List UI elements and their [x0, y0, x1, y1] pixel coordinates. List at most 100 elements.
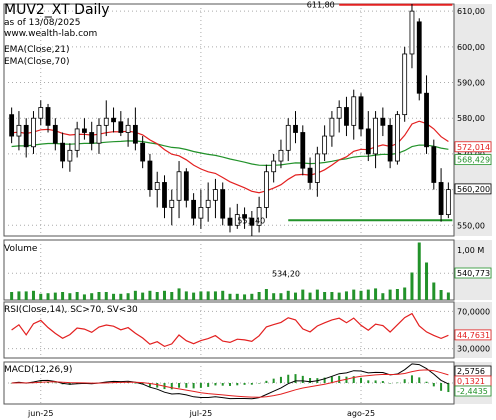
macd-histogram-bar: [272, 378, 275, 383]
macd-histogram-bar: [432, 383, 435, 387]
volume-bar: [155, 292, 159, 300]
volume-bar: [388, 289, 392, 300]
candle-down: [82, 128, 87, 133]
panel-frame-rsi: [3, 301, 455, 359]
macd-histogram-bar: [447, 383, 450, 393]
macd-histogram-bar: [236, 383, 239, 386]
volume-bar: [395, 289, 399, 300]
candle-down: [358, 96, 364, 130]
candle-down: [431, 146, 437, 183]
candle-down: [111, 117, 116, 123]
candle-up: [176, 171, 182, 201]
volume-bar: [323, 292, 327, 300]
macd-histogram-bar: [294, 374, 297, 383]
candle-down: [60, 142, 65, 162]
candle-down: [191, 199, 197, 219]
volume-last-flag: [454, 267, 492, 279]
macd-histogram-bar: [265, 380, 268, 383]
macd-histogram-bar: [170, 383, 173, 390]
candle-down: [300, 132, 306, 169]
candle-up: [409, 10, 415, 55]
candle-up: [234, 214, 240, 226]
candle-up: [395, 114, 400, 162]
volume-bar: [315, 289, 319, 300]
macd-histogram-bar: [287, 374, 290, 383]
macd-histogram-bar: [279, 376, 282, 383]
macd-histogram-bar: [440, 383, 443, 391]
volume-last-label: 540,773: [457, 269, 490, 278]
macd-histogram-bar: [301, 375, 304, 383]
candle-up: [38, 107, 44, 119]
volume-bar: [39, 293, 43, 300]
macd-histogram-bar: [199, 383, 202, 388]
x-axis-label: jun-25: [27, 409, 53, 418]
candle-down: [380, 117, 386, 126]
candle-down: [89, 132, 95, 144]
candle-up: [336, 107, 342, 119]
volume-bar: [359, 290, 363, 300]
candle-up: [74, 128, 80, 151]
macd-histogram-bar: [214, 383, 217, 386]
volume-bar: [417, 242, 421, 300]
volume-bar: [90, 293, 94, 300]
candle-down: [227, 217, 233, 226]
macd-histogram-bar: [148, 383, 151, 387]
macd-histogram-bar: [229, 383, 231, 386]
candle-down: [140, 142, 146, 162]
volume-bar: [257, 292, 261, 300]
volume-bar: [10, 292, 14, 300]
macd-histogram-bar: [134, 383, 137, 384]
volume-bar: [243, 294, 247, 300]
macd-histogram-bar: [425, 381, 428, 383]
volume-bar: [344, 291, 348, 300]
axis-strip-price: [454, 4, 492, 236]
volume-bar: [75, 292, 79, 300]
candle-down: [387, 124, 393, 162]
volume-bar: [250, 293, 254, 300]
macd-histogram-bar: [185, 383, 188, 388]
volume-bar: [104, 292, 108, 300]
candle-up: [285, 124, 291, 151]
candle-up: [205, 199, 211, 208]
panel-frame-price: [3, 3, 455, 237]
volume-bar: [301, 289, 305, 300]
macd-histogram-bar: [418, 377, 421, 383]
volume-bar: [46, 293, 50, 300]
volume-bar: [403, 287, 407, 300]
candle-down: [344, 107, 349, 126]
candle-down: [249, 217, 255, 226]
rsi-line: [11, 312, 449, 348]
last-value-flag: [454, 154, 492, 166]
candle-up: [402, 53, 408, 116]
candle-down: [162, 182, 167, 208]
macd-histogram-bar: [389, 383, 392, 384]
macd-histogram-bar: [374, 380, 377, 383]
macd-last-label: -2,4435: [457, 387, 488, 396]
candle-up: [213, 189, 218, 201]
volume-bar: [308, 292, 312, 300]
macd-histogram-bar: [410, 375, 413, 383]
candle-down: [183, 171, 189, 201]
candle-up: [351, 96, 357, 126]
volume-bar: [177, 288, 181, 300]
macd-last-label: 0,1321: [457, 377, 485, 386]
volume-bar: [286, 290, 290, 300]
candle-up: [198, 207, 204, 219]
volume-bar: [352, 289, 356, 300]
volume-bar: [192, 292, 196, 300]
candle-down: [365, 128, 371, 155]
candle-up: [169, 199, 175, 208]
price-tick-label: 580,00: [457, 114, 485, 123]
volume-bar: [439, 290, 443, 300]
candle-down: [147, 160, 153, 191]
candle-up: [314, 153, 320, 183]
macd-histogram-bar: [396, 382, 399, 384]
candle-up: [263, 171, 269, 208]
macd-histogram-bar: [258, 383, 261, 384]
macd-histogram-bar: [403, 379, 406, 383]
volume-bar: [446, 292, 450, 300]
volume-bar: [162, 290, 166, 300]
last-value-label: 560,200: [457, 185, 490, 194]
